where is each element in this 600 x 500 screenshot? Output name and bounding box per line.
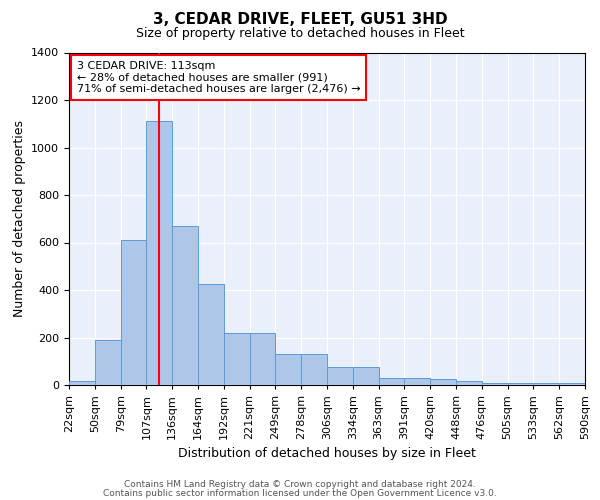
X-axis label: Distribution of detached houses by size in Fleet: Distribution of detached houses by size … [178,448,476,460]
Bar [327,367,353,385]
Bar [482,382,508,385]
Text: 3 CEDAR DRIVE: 113sqm
← 28% of detached houses are smaller (991)
71% of semi-det: 3 CEDAR DRIVE: 113sqm ← 28% of detached … [77,61,361,94]
Text: Contains HM Land Registry data © Crown copyright and database right 2024.: Contains HM Land Registry data © Crown c… [124,480,476,489]
Bar [559,382,585,385]
Bar [456,382,482,385]
Text: 3, CEDAR DRIVE, FLEET, GU51 3HD: 3, CEDAR DRIVE, FLEET, GU51 3HD [152,12,448,28]
Text: Size of property relative to detached houses in Fleet: Size of property relative to detached ho… [136,28,464,40]
Bar [69,382,95,385]
Bar [95,340,121,385]
Bar [172,226,198,385]
Text: Contains public sector information licensed under the Open Government Licence v3: Contains public sector information licen… [103,488,497,498]
Bar [198,284,224,385]
Bar [379,378,404,385]
Bar [224,333,250,385]
Bar [275,354,301,385]
Bar [146,122,172,385]
Bar [404,378,430,385]
Bar [353,367,379,385]
Bar [430,379,456,385]
Bar [508,382,533,385]
Bar [301,354,327,385]
Bar [121,240,146,385]
Y-axis label: Number of detached properties: Number of detached properties [13,120,26,318]
Bar [533,382,559,385]
Bar [250,333,275,385]
